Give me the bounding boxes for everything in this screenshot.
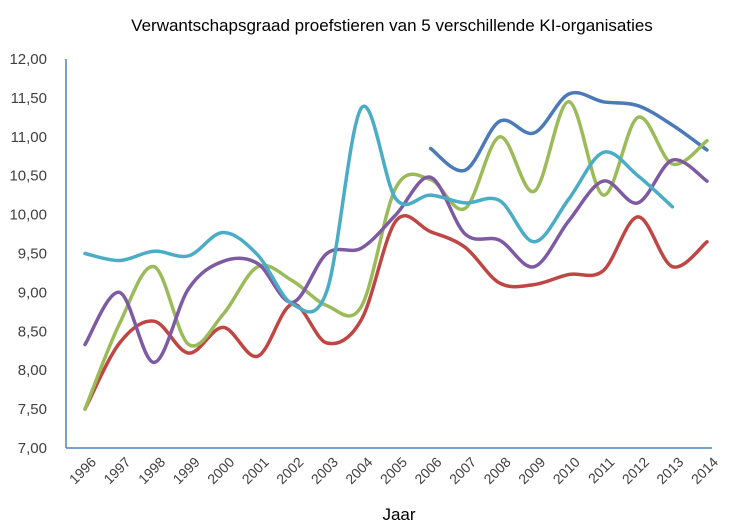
y-tick-label: 8,00 bbox=[18, 362, 47, 379]
x-tick-label: 2002 bbox=[273, 454, 306, 487]
series-lines bbox=[83, 90, 709, 411]
x-tick-label: 1998 bbox=[135, 454, 168, 487]
series-line-2 bbox=[83, 214, 709, 411]
chart-title: Verwantschapsgraad proefstieren van 5 ve… bbox=[131, 16, 653, 35]
x-tick-label: 2009 bbox=[515, 454, 548, 487]
x-tick-label: 2003 bbox=[308, 454, 341, 487]
series-line-4 bbox=[83, 158, 709, 365]
x-axis-label: Jaar bbox=[382, 505, 415, 524]
y-tick-label: 10,50 bbox=[9, 168, 47, 185]
x-tick-label: 1997 bbox=[100, 454, 133, 487]
x-tick-label: 2012 bbox=[619, 454, 652, 487]
series-line-1 bbox=[428, 90, 709, 173]
series-line-5 bbox=[83, 104, 675, 314]
x-axis-ticks: 1996 1997 1998 1999 2000 2001 2002 2003 2004 2005… bbox=[66, 454, 721, 487]
y-tick-label: 11,50 bbox=[11, 90, 47, 107]
x-tick-label: 2006 bbox=[411, 454, 444, 487]
y-tick-label: 10,00 bbox=[9, 207, 47, 224]
x-tick-label: 1999 bbox=[169, 454, 202, 487]
y-tick-label: 9,50 bbox=[18, 246, 47, 263]
y-tick-label: 9,00 bbox=[18, 284, 47, 301]
y-tick-label: 7,50 bbox=[18, 401, 47, 418]
y-axis-ticks: 7,00 7,50 8,00 8,50 9,00 9,50 10,00 10,50 11,00 1… bbox=[9, 51, 47, 457]
y-tick-label: 8,50 bbox=[18, 323, 47, 340]
x-tick-label: 2013 bbox=[653, 454, 686, 487]
y-tick-label: 7,00 bbox=[18, 440, 47, 457]
x-tick-label: 2000 bbox=[204, 454, 237, 487]
x-tick-label: 2001 bbox=[239, 454, 272, 487]
y-tick-label: 12,00 bbox=[9, 51, 47, 68]
x-tick-label: 2014 bbox=[688, 454, 721, 487]
x-tick-label: 2005 bbox=[377, 454, 410, 487]
series-line-3 bbox=[83, 100, 709, 411]
x-tick-label: 2007 bbox=[446, 454, 479, 487]
y-tick-label: 11,00 bbox=[11, 129, 47, 146]
x-tick-label: 2011 bbox=[585, 454, 618, 487]
x-tick-label: 1996 bbox=[66, 454, 99, 487]
x-tick-label: 2008 bbox=[480, 454, 513, 487]
x-tick-label: 2004 bbox=[342, 454, 375, 487]
x-tick-label: 2010 bbox=[550, 454, 583, 487]
